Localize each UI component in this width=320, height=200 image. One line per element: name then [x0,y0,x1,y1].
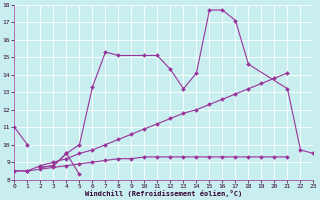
X-axis label: Windchill (Refroidissement éolien,°C): Windchill (Refroidissement éolien,°C) [85,190,243,197]
